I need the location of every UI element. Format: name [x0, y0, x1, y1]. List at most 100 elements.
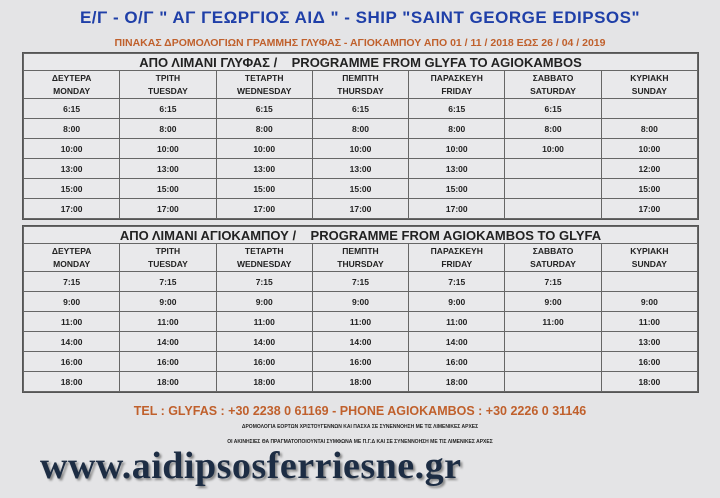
day-english: SATURDAY — [530, 258, 576, 269]
day-greek: ΔΕΥΤΕΡΑ — [51, 72, 92, 83]
departure-time: 15:00 — [215, 178, 313, 199]
departure-time: 11:00 — [119, 311, 217, 332]
table-row: 15:00 15:00 15:00 15:00 15:00 15:00 — [22, 178, 699, 199]
departure-time: 8:00 — [215, 118, 313, 139]
departure-time: 9:00 — [119, 291, 217, 312]
departure-time: 12:00 — [600, 158, 699, 179]
departure-time: 8:00 — [119, 118, 217, 139]
departure-time: 7:15 — [504, 271, 602, 292]
departure-time — [504, 178, 602, 199]
departure-time: 18:00 — [408, 371, 506, 392]
departure-time: 16:00 — [119, 351, 217, 372]
day-header: ΔΕΥΤΕΡΑ MONDAY — [22, 70, 121, 99]
day-english: WEDNESDAY — [236, 258, 292, 269]
timetable-glyfa-to-agiokambos: ΑΠΟ ΛΙΜΑΝΙ ΓΛΥΦΑΣ / PROGRAMME FROM GLYFA… — [22, 52, 699, 220]
website-url[interactable]: www.aidipsosferriesne.gr — [40, 445, 462, 487]
departure-time: 11:00 — [215, 311, 313, 332]
departure-time: 11:00 — [22, 311, 121, 332]
departure-time: 10:00 — [408, 138, 506, 159]
departure-time: 14:00 — [408, 331, 506, 352]
day-english: FRIDAY — [441, 85, 473, 96]
departure-time: 13:00 — [22, 158, 121, 179]
cancellation-note: ΟΙ ΑΚΙΝΗΣΙΕΣ ΘΑ ΠΡΑΓΜΑΤΟΠΟΙΟΥΝΤΑΙ ΣΥΜΦΩΝ… — [227, 439, 493, 445]
heading-greek: ΑΠΟ ΛΙΜΑΝΙ ΑΓΙΟΚΑΜΠΟΥ / — [119, 227, 297, 243]
departure-time: 11:00 — [408, 311, 506, 332]
day-english: TUESDAY — [148, 258, 188, 269]
departure-time: 14:00 — [311, 331, 410, 352]
departure-time: 14:00 — [215, 331, 313, 352]
day-english: SATURDAY — [530, 85, 576, 96]
day-greek: ΣΑΒΒΑΤΟ — [532, 72, 574, 83]
ship-title: Ε/Γ - Ο/Γ " ΑΓ ΓΕΩΡΓΙΟΣ ΑΙΔ " - SHIP "SA… — [79, 8, 641, 27]
departure-time: 6:15 — [504, 98, 602, 119]
departure-time: 10:00 — [311, 138, 410, 159]
departure-time: 9:00 — [600, 291, 699, 312]
timetable-agiokambos-to-glyfa: ΑΠΟ ΛΙΜΑΝΙ ΑΓΙΟΚΑΜΠΟΥ / PROGRAMME FROM A… — [22, 225, 699, 393]
departure-time — [600, 271, 699, 292]
table-row: 13:00 13:00 13:00 13:00 13:00 12:00 — [22, 158, 699, 179]
heading-english: PROGRAMME FROM AGIOKAMBOS TO GLYFA — [310, 227, 602, 243]
departure-time: 16:00 — [311, 351, 410, 372]
day-english: SUNDAY — [631, 258, 667, 269]
departure-time: 8:00 — [22, 118, 121, 139]
table-heading: ΑΠΟ ΛΙΜΑΝΙ ΓΛΥΦΑΣ / PROGRAMME FROM GLYFA… — [23, 53, 698, 71]
day-header: ΤΡΙΤΗ TUESDAY — [119, 243, 217, 272]
heading-english: PROGRAMME FROM GLYFA TO AGIOKAMBOS — [291, 54, 582, 70]
departure-time: 9:00 — [504, 291, 602, 312]
departure-time: 17:00 — [22, 198, 121, 219]
departure-time: 6:15 — [215, 98, 313, 119]
departure-time: 18:00 — [600, 371, 699, 392]
day-english: TUESDAY — [148, 85, 188, 96]
day-greek: ΤΡΙΤΗ — [155, 245, 181, 256]
departure-time: 13:00 — [215, 158, 313, 179]
departure-time: 16:00 — [408, 351, 506, 372]
day-header: ΤΕΤΑΡΤΗ WEDNESDAY — [215, 243, 313, 272]
departure-time: 9:00 — [408, 291, 506, 312]
day-greek: ΠΕΜΠΤΗ — [342, 245, 379, 256]
day-header: ΔΕΥΤΕΡΑ MONDAY — [22, 243, 121, 272]
departure-time — [504, 198, 602, 219]
day-greek: ΚΥΡΙΑΚΗ — [630, 245, 669, 256]
departure-time: 6:15 — [311, 98, 410, 119]
departure-time: 18:00 — [215, 371, 313, 392]
departure-time: 13:00 — [600, 331, 699, 352]
departure-time — [504, 371, 602, 392]
departure-time: 9:00 — [22, 291, 121, 312]
departure-time: 18:00 — [22, 371, 121, 392]
departure-time: 10:00 — [215, 138, 313, 159]
table-row: 14:00 14:00 14:00 14:00 14:00 13:00 — [22, 331, 699, 352]
day-header: ΠΑΡΑΣΚΕΥΗ FRIDAY — [408, 243, 506, 272]
departure-time: 6:15 — [119, 98, 217, 119]
day-header: ΠΑΡΑΣΚΕΥΗ FRIDAY — [408, 70, 506, 99]
departure-time: 13:00 — [119, 158, 217, 179]
departure-time: 10:00 — [504, 138, 602, 159]
day-english: SUNDAY — [631, 85, 667, 96]
day-english: FRIDAY — [441, 258, 473, 269]
departure-time: 16:00 — [22, 351, 121, 372]
table-row: 18:00 18:00 18:00 18:00 18:00 18:00 — [22, 371, 699, 392]
departure-time: 15:00 — [600, 178, 699, 199]
day-english: THURSDAY — [337, 85, 384, 96]
day-header: ΠΕΜΠΤΗ THURSDAY — [311, 70, 410, 99]
departure-time: 8:00 — [504, 118, 602, 139]
departure-time — [504, 351, 602, 372]
departure-time: 10:00 — [22, 138, 121, 159]
table-row: 11:00 11:00 11:00 11:00 11:00 11:00 11:00 — [22, 311, 699, 332]
departure-time: 15:00 — [22, 178, 121, 199]
day-greek: ΠΕΜΠΤΗ — [342, 72, 379, 83]
day-greek: ΤΡΙΤΗ — [155, 72, 181, 83]
day-header: ΠΕΜΠΤΗ THURSDAY — [311, 243, 410, 272]
table-row: 6:15 6:15 6:15 6:15 6:15 6:15 — [22, 98, 699, 119]
departure-time: 18:00 — [311, 371, 410, 392]
day-header: ΣΑΒΒΑΤΟ SATURDAY — [504, 243, 602, 272]
departure-time — [600, 98, 699, 119]
departure-time: 17:00 — [311, 198, 410, 219]
day-english: MONDAY — [53, 85, 91, 96]
schedule-subtitle: ΠΙΝΑΚΑΣ ΔΡΟΜΟΛΟΓΙΩΝ ΓΡΑΜΜΗΣ ΓΛΥΦΑΣ - ΑΓΙ… — [114, 37, 606, 49]
departure-time: 15:00 — [119, 178, 217, 199]
departure-time: 7:15 — [215, 271, 313, 292]
table-heading: ΑΠΟ ΛΙΜΑΝΙ ΑΓΙΟΚΑΜΠΟΥ / PROGRAMME FROM A… — [23, 226, 698, 244]
day-english: WEDNESDAY — [236, 85, 292, 96]
departure-time: 7:15 — [119, 271, 217, 292]
table-row: 9:00 9:00 9:00 9:00 9:00 9:00 9:00 — [22, 291, 699, 312]
